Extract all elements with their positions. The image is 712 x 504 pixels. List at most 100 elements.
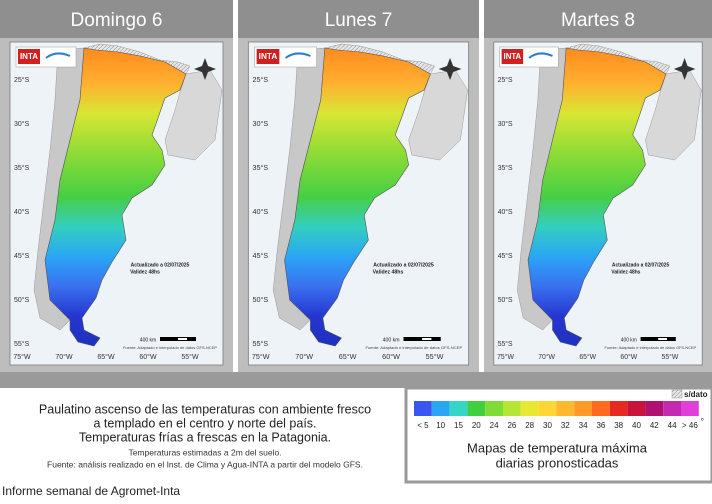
lat-label: 45°S: [498, 252, 513, 260]
lon-label: 65°W: [339, 353, 357, 361]
lat-label: 55°S: [252, 340, 268, 348]
scale-bar: [403, 337, 441, 341]
validity-label: Validez 48hs: [373, 269, 404, 275]
legend-swatch: [681, 401, 699, 416]
lon-label: 70°W: [295, 353, 313, 361]
panel-header: [0, 0, 233, 38]
logo-text: INTA: [504, 52, 522, 61]
lat-label: 55°S: [14, 340, 30, 348]
lon-label: 60°W: [620, 353, 637, 361]
summary-line: Temperaturas frías a frescas en la Patag…: [79, 430, 331, 444]
map-panel: Lunes 7 INTA 25°S 30°S 35°S 40°S 45°S 50°S 55°S 7…: [238, 0, 479, 372]
summary-note: Fuente: análisis realizado en el Inst. d…: [47, 459, 363, 469]
legend-swatch: [663, 401, 681, 416]
compass: [673, 58, 696, 80]
legend-swatch: [556, 401, 575, 416]
legend-label: 36: [596, 421, 605, 430]
legend-swatch: [449, 401, 468, 416]
updated-label: Actualizado a 02/07/2025: [373, 262, 434, 268]
lat-label: 30°S: [14, 120, 30, 128]
lat-label: 50°S: [498, 296, 513, 304]
lon-label: 65°W: [579, 353, 596, 361]
logo-text: INTA: [20, 52, 38, 61]
legend-label: 28: [525, 421, 534, 430]
updated-label: Actualizado a 02/07/2025: [612, 262, 670, 268]
lat-label: 55°S: [498, 340, 513, 348]
lat-label: 40°S: [498, 208, 513, 216]
legend-label: 26: [507, 421, 516, 430]
lat-label: 50°S: [14, 296, 30, 304]
logo-wave: [45, 52, 71, 59]
scale-bar-white: [178, 338, 187, 340]
lat-label: 40°S: [252, 208, 268, 216]
legend-label: < 5: [417, 421, 429, 430]
legend-swatch: [520, 401, 539, 416]
legend-label: 24: [490, 421, 499, 430]
legend-swatch: [485, 401, 503, 416]
logo-wave: [284, 52, 311, 59]
argentina: [527, 47, 667, 347]
summary-line: a templado en el centro y norte del país…: [93, 416, 316, 430]
scale-label: 400 km: [383, 337, 400, 343]
legend-label: 34: [579, 421, 588, 430]
lon-label: 70°W: [55, 353, 73, 361]
panel-header: [238, 0, 479, 38]
no-data-label: s/dato: [684, 390, 708, 399]
lon-label: 55°W: [662, 353, 679, 361]
scale-bar-white: [658, 338, 667, 340]
no-data-swatch: [671, 389, 683, 399]
summary-line: Paulatino ascenso de las temperaturas co…: [39, 402, 371, 416]
lat-label: 35°S: [14, 164, 30, 172]
validity-label: Validez 48hs: [130, 269, 160, 275]
lat-label: 40°S: [14, 208, 30, 216]
updated-label: Actualizado a 02/07/2025: [131, 262, 190, 268]
panel-title: Lunes 7: [325, 10, 393, 31]
logo-box: [501, 49, 524, 64]
source-label: Fuente: Adaptado e interpolado de datos …: [365, 345, 462, 350]
lat-label: 25°S: [498, 76, 513, 84]
lat-label: 45°S: [252, 252, 268, 260]
map-panel: Martes 8 INTA 25°S 30°S 35°S 40°S 45°S 50°S 55°S…: [484, 0, 712, 372]
argentina: [44, 47, 187, 347]
uruguay-brazil: [408, 69, 468, 161]
panel-header: [484, 0, 712, 38]
argentina: [284, 47, 431, 347]
legend-swatch: [538, 401, 557, 416]
bottom-text: Paulatino ascenso de las temperaturas co…: [39, 389, 708, 470]
legend-label: 32: [561, 421, 570, 430]
summary-note: Temperaturas estimadas a 2m del suelo.: [128, 447, 281, 457]
lat-label: 30°S: [498, 120, 513, 128]
lon-label: 75°W: [497, 353, 514, 361]
lat-label: 30°S: [252, 120, 268, 128]
legend-label: 15: [454, 421, 463, 430]
lon-label: 60°W: [382, 353, 400, 361]
legend-title: Mapas de temperatura máxima: [467, 440, 648, 455]
map: INTA 25°S 30°S 35°S 40°S 45°S 50°S 55°S 75°W 70°W…: [247, 41, 470, 366]
lon-label: 55°W: [181, 353, 199, 361]
panels: Domingo 6 INTA 25°S 30°S 35°S 40°S 45°S 50°S 55°…: [0, 0, 712, 372]
logo-wave: [528, 52, 553, 59]
lon-label: 55°W: [426, 353, 444, 361]
legend-unit: °: [701, 417, 704, 426]
logo-box: [18, 49, 40, 64]
legend-swatch: [574, 401, 592, 416]
lon-label: 70°W: [538, 353, 555, 361]
map: INTA 25°S 30°S 35°S 40°S 45°S 50°S 55°S 75°W 70°W…: [9, 41, 224, 366]
logo-box: [256, 49, 280, 64]
source-label: Fuente: Adaptado e interpolado de datos …: [123, 345, 217, 350]
legend-swatch: [414, 401, 432, 416]
legend-label: 30: [543, 421, 552, 430]
map-panel: Domingo 6 INTA 25°S 30°S 35°S 40°S 45°S 50°S 55°…: [0, 0, 233, 372]
legend-label: 44: [668, 421, 677, 430]
lat-label: 25°S: [252, 76, 268, 84]
lat-label: 45°S: [14, 252, 30, 260]
caption: Informe semanal de Agromet-Inta: [2, 484, 180, 498]
panel-title: Domingo 6: [71, 10, 163, 31]
legend-swatch: [592, 401, 610, 416]
scale-label: 400 km: [140, 337, 156, 343]
lon-label: 65°W: [97, 353, 115, 361]
separator-band: [0, 372, 712, 388]
lat-label: 25°S: [14, 76, 30, 84]
legend-swatch: [645, 401, 664, 416]
